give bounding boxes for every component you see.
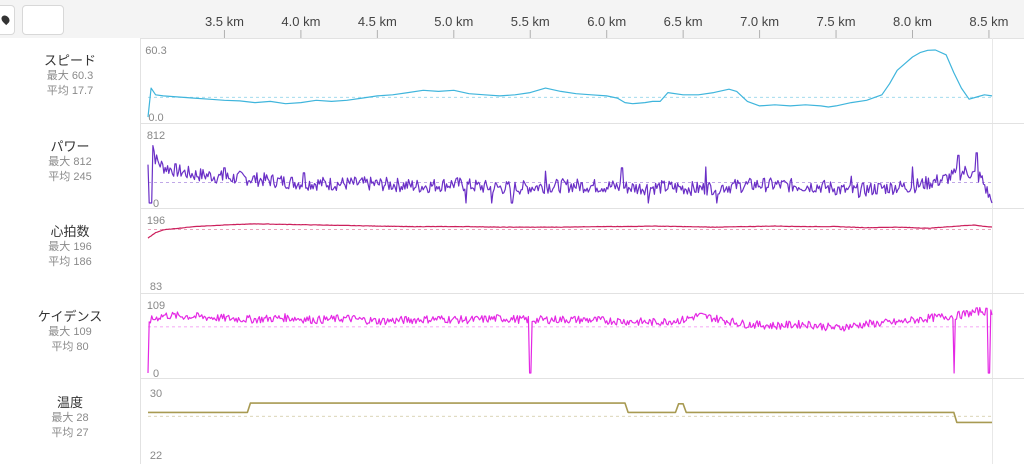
activity-chart[interactable]: 3.5 km 4.0 km 4.5 km 5.0 km 5.5 km 6.0 km 6.5 … (140, 0, 1024, 464)
metric-name: ケイデンス (37, 309, 103, 324)
y-min-label: 83 (150, 281, 162, 293)
y-min-label: 0 (153, 368, 159, 380)
map-pin-button[interactable] (0, 5, 15, 35)
chart-frame (140, 38, 1024, 464)
y-min-label: 22 (150, 450, 162, 462)
metric-max: 最大 196 (48, 241, 92, 253)
x-tick-label: 5.0 km (434, 14, 473, 29)
metric-name: 心拍数 (50, 224, 90, 239)
metric-avg: 平均 186 (48, 256, 92, 268)
y-min-label: 0.0 (148, 112, 163, 124)
y-min-label: 0 (153, 198, 159, 210)
metric-avg: 平均 17.7 (46, 85, 94, 97)
metric-name: スピード (43, 53, 96, 68)
x-tick-label: 5.5 km (511, 14, 550, 29)
map-pin-icon (0, 13, 12, 26)
y-max-label: 60.3 (145, 45, 166, 57)
y-max-label: 812 (147, 130, 165, 142)
row-label-power: パワー 最大 812 平均 245 (0, 139, 140, 185)
x-tick-label: 7.0 km (740, 14, 779, 29)
row-label-heart-rate: 心拍数 最大 196 平均 186 (0, 224, 140, 270)
series-line (147, 49, 993, 118)
x-axis-ticks: 3.5 km 4.0 km 4.5 km 5.0 km 5.5 km 6.0 km 6.5 … (205, 14, 1008, 38)
row-label-cadence: ケイデンス 最大 109 平均 80 (0, 309, 140, 355)
metric-avg: 平均 245 (48, 171, 92, 183)
x-tick-label: 8.5 km (969, 14, 1008, 29)
chart-series: 60.3 0.0 812 0 196 83 109 0 30 22 (145, 45, 993, 462)
series-line (147, 145, 993, 204)
series-line (147, 223, 993, 239)
row-label-temperature: 温度 最大 28 平均 27 (0, 395, 140, 441)
x-tick-label: 4.5 km (358, 14, 397, 29)
series-line (148, 402, 992, 424)
x-tick-label: 4.0 km (281, 14, 320, 29)
metric-name: パワー (50, 139, 90, 154)
y-max-label: 30 (150, 388, 162, 400)
metric-avg: 平均 80 (51, 341, 89, 353)
y-max-label: 196 (147, 215, 165, 227)
metric-avg: 平均 27 (51, 427, 89, 439)
series-line (147, 307, 993, 374)
y-max-label: 109 (147, 300, 165, 312)
metric-max: 最大 28 (51, 412, 89, 424)
metric-labels-column: スピード 最大 60.3 平均 17.7 パワー 最大 812 平均 245 心… (0, 38, 140, 464)
toolbar-button[interactable] (22, 5, 64, 35)
x-tick-label: 3.5 km (205, 14, 244, 29)
metric-name: 温度 (56, 395, 83, 410)
x-tick-label: 6.0 km (587, 14, 626, 29)
row-label-speed: スピード 最大 60.3 平均 17.7 (0, 53, 140, 99)
metric-max: 最大 109 (48, 326, 92, 338)
x-tick-label: 7.5 km (817, 14, 856, 29)
x-tick-label: 8.0 km (893, 14, 932, 29)
top-toolbar (0, 0, 1024, 39)
x-tick-label: 6.5 km (664, 14, 703, 29)
metric-max: 最大 812 (48, 156, 92, 168)
metric-max: 最大 60.3 (46, 70, 94, 82)
